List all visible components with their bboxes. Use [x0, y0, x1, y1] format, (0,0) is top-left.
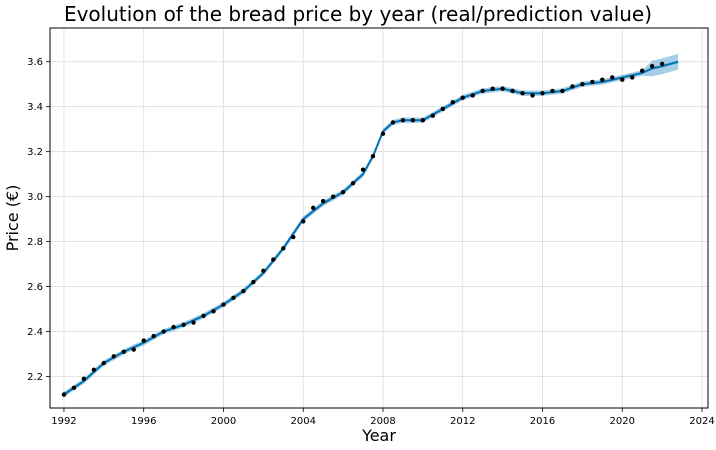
observed-point	[480, 88, 485, 94]
grid-layer	[50, 28, 708, 408]
y-tick-label: 3.2	[27, 147, 43, 158]
observed-point	[490, 86, 495, 91]
observed-point	[600, 77, 605, 82]
x-tick-label: 2020	[610, 416, 635, 427]
y-tick-label: 2.6	[27, 282, 43, 293]
observed-point	[151, 333, 156, 339]
observed-point	[340, 189, 346, 195]
observed-point	[430, 113, 436, 118]
observed-point	[470, 93, 475, 98]
observed-point	[131, 347, 136, 352]
observed-point	[649, 64, 655, 69]
observed-point	[221, 302, 226, 307]
x-tick-label: 2016	[530, 416, 555, 427]
x-tick-label: 2000	[211, 416, 236, 427]
y-tick-label: 3.4	[27, 102, 43, 113]
observed-point	[91, 367, 97, 372]
observed-point	[311, 205, 316, 211]
observed-point	[400, 117, 406, 123]
observed-point	[450, 100, 455, 105]
observed-point	[191, 320, 196, 325]
observed-point	[520, 91, 525, 96]
observed-point	[500, 86, 505, 91]
observed-point	[620, 77, 625, 82]
observed-point	[640, 68, 645, 73]
y-tick-label: 3.0	[27, 192, 43, 203]
observed-points	[61, 61, 665, 397]
observed-point	[659, 61, 665, 67]
observed-point	[111, 354, 117, 359]
x-tick-label: 2008	[370, 416, 395, 427]
observed-point	[61, 392, 67, 397]
observed-point	[510, 88, 515, 94]
observed-point	[410, 117, 416, 123]
observed-point	[630, 75, 635, 80]
x-tick-label: 2024	[689, 416, 714, 427]
observed-point	[301, 219, 306, 224]
x-tick-label: 2012	[450, 416, 475, 427]
observed-point	[261, 268, 266, 274]
observed-point	[251, 279, 256, 285]
y-axis-ticks: 2.2 2.4 2.6 2.8 3.0 3.2 3.4 3.6	[27, 57, 50, 383]
observed-point	[231, 295, 236, 301]
x-tick-label: 1996	[131, 416, 156, 427]
x-tick-label: 1992	[51, 416, 76, 427]
x-tick-label: 2004	[291, 416, 316, 427]
observed-point	[141, 338, 146, 343]
observed-point	[540, 91, 545, 96]
observed-point	[161, 329, 166, 334]
observed-point	[360, 167, 366, 172]
observed-point	[81, 376, 87, 381]
y-tick-label: 3.6	[27, 57, 43, 68]
x-axis-ticks: 1992 1996 2000 2004 2008 2012 2016 2020 2024	[51, 408, 715, 427]
plot-frame	[49, 27, 709, 409]
observed-point	[291, 234, 296, 240]
observed-point	[101, 360, 107, 366]
observed-point	[530, 93, 535, 98]
x-axis-label: Year	[361, 426, 396, 445]
observed-point	[71, 385, 77, 390]
prediction-line	[63, 60, 679, 396]
observed-point	[460, 95, 465, 100]
observed-point	[590, 79, 595, 85]
observed-point	[330, 194, 336, 199]
observed-point	[271, 257, 276, 262]
observed-point	[570, 84, 575, 89]
y-tick-label: 2.4	[27, 327, 43, 338]
observed-point	[181, 322, 186, 328]
observed-point	[610, 75, 615, 80]
observed-point	[380, 131, 386, 136]
observed-point	[211, 309, 216, 314]
y-tick-label: 2.8	[27, 237, 43, 248]
observed-point	[171, 324, 176, 330]
prediction-band	[63, 53, 679, 398]
observed-point	[440, 106, 446, 112]
observed-point	[241, 288, 246, 294]
observed-point	[350, 180, 356, 186]
observed-point	[281, 246, 286, 251]
observed-point	[580, 82, 585, 87]
chart-title: Evolution of the bread price by year (re…	[63, 2, 653, 26]
y-axis-label: Price (€)	[3, 185, 22, 252]
observed-point	[420, 117, 426, 123]
prediction-series-line	[63, 60, 679, 396]
observed-point	[201, 313, 206, 319]
y-tick-label: 2.2	[27, 372, 43, 383]
prediction-interval	[63, 53, 679, 398]
observed-point	[320, 198, 326, 204]
observed-point	[121, 349, 126, 354]
observed-point	[550, 88, 555, 94]
observed-point	[560, 88, 565, 94]
observed-point	[390, 120, 396, 125]
observed-point	[370, 153, 376, 159]
